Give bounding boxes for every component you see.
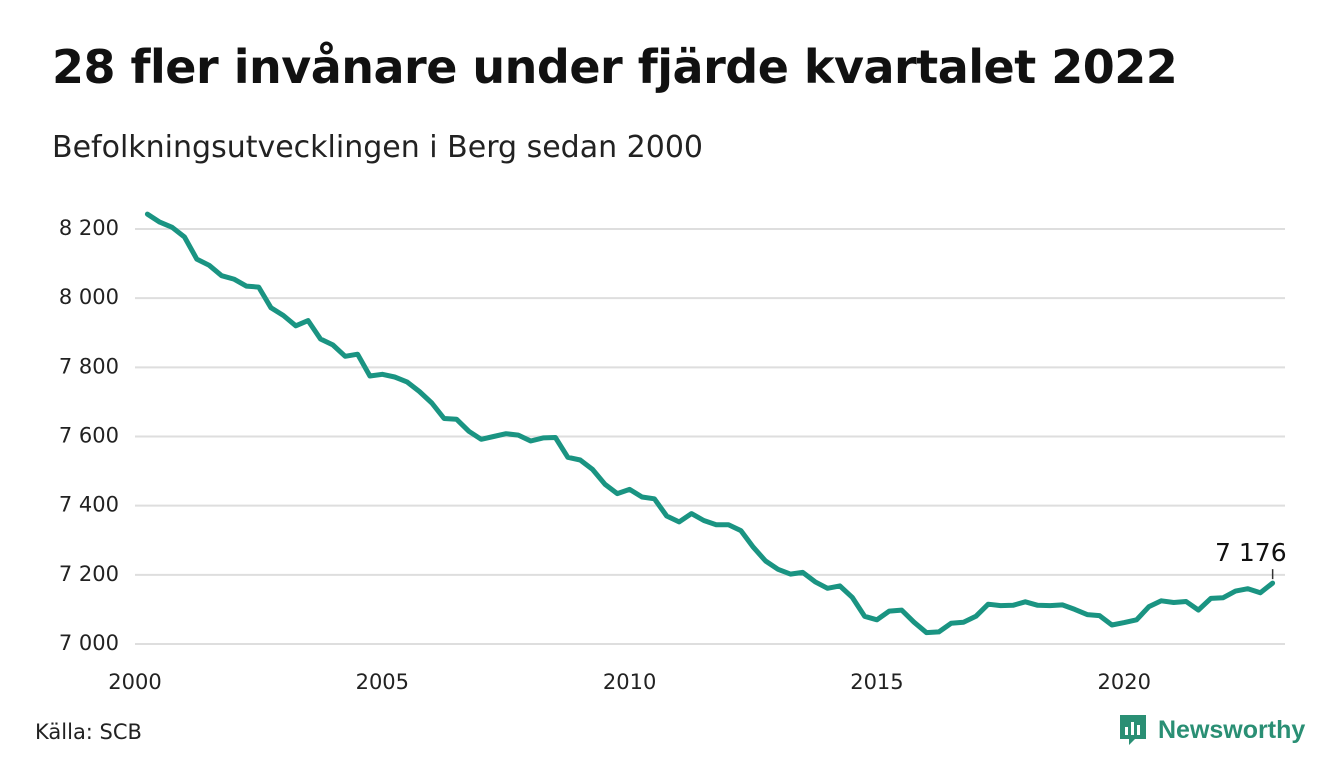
source-note: Källa: SCB <box>35 720 142 744</box>
x-tick-label: 2020 <box>1098 670 1151 694</box>
y-tick-label: 7 000 <box>59 631 119 655</box>
line-chart: 7 000 7 200 7 400 7 600 7 800 8 000 8 200 2000 2… <box>59 211 1287 694</box>
newsworthy-logo: Newsworthy <box>1118 713 1305 747</box>
newsworthy-logo-icon <box>1120 715 1146 745</box>
y-tick-label: 7 200 <box>59 562 119 586</box>
x-tick-label: 2005 <box>356 670 409 694</box>
y-tick-label: 8 200 <box>59 216 119 240</box>
chart-title: 28 fler invånare under fjärde kvartalet … <box>52 40 1178 94</box>
x-tick-label: 2010 <box>603 670 656 694</box>
y-tick-label: 7 400 <box>59 493 119 517</box>
chart-subtitle: Befolkningsutvecklingen i Berg sedan 200… <box>52 130 703 165</box>
y-tick-label: 7 800 <box>59 354 119 378</box>
population-line <box>144 211 1276 636</box>
x-tick-label: 2000 <box>108 670 161 694</box>
y-tick-label: 8 000 <box>59 285 119 309</box>
newsworthy-logo-text: Newsworthy <box>1158 715 1306 744</box>
y-tick-label: 7 600 <box>59 424 119 448</box>
x-tick-label: 2015 <box>850 670 903 694</box>
last-value-label: 7 176 <box>1215 538 1287 567</box>
